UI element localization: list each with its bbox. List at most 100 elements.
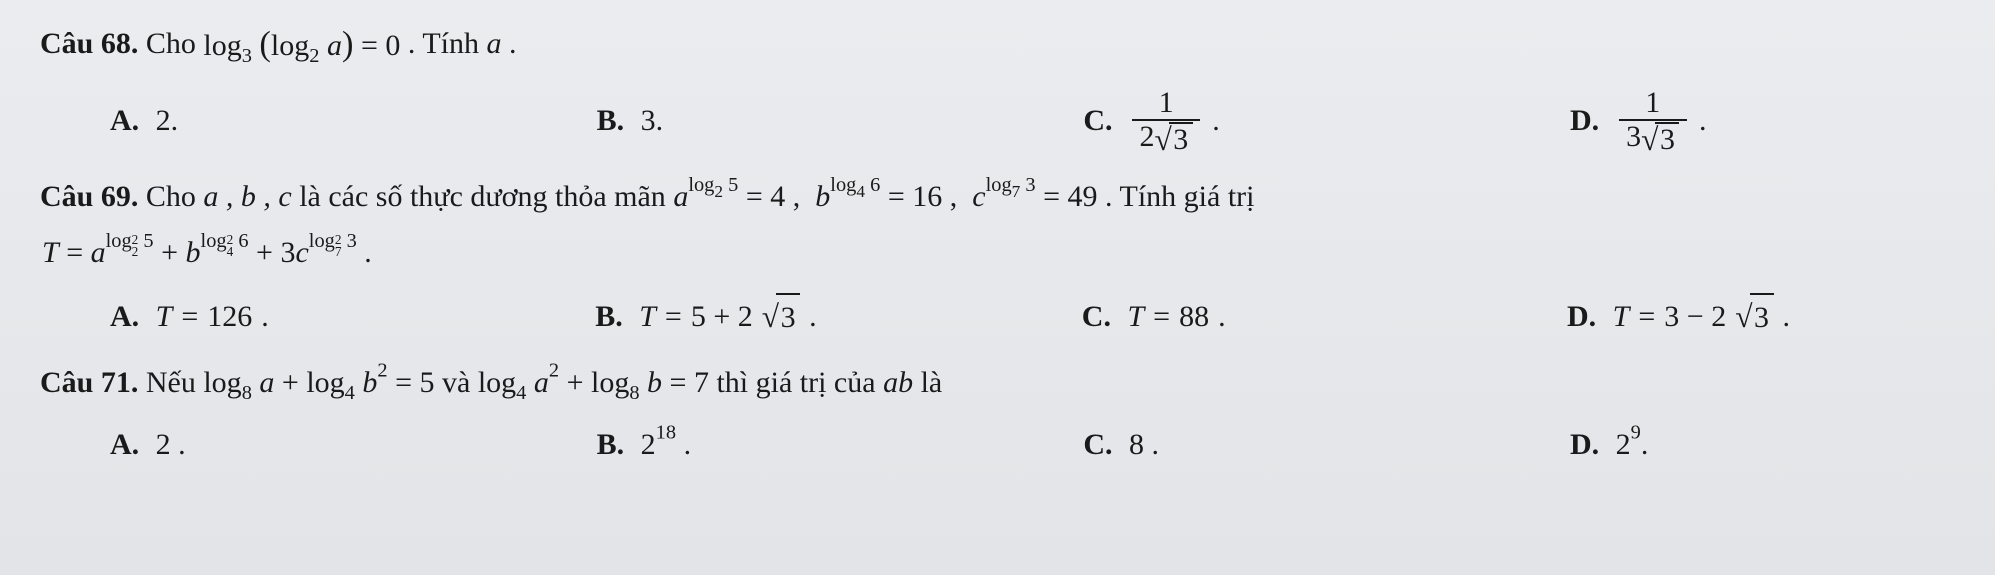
qa-lab: A. xyxy=(110,422,139,469)
plus1: + xyxy=(282,360,299,407)
t2-arg: 6 xyxy=(238,230,248,252)
qb-base: 2 xyxy=(641,428,656,461)
od-lhs: T xyxy=(1613,294,1630,341)
opt-d-tail: . xyxy=(1699,98,1707,145)
opt-c-rad: 3 xyxy=(1169,122,1193,156)
q69-opt-b: B. T = 5 + 2√3 . xyxy=(595,293,816,342)
e2-arg: b xyxy=(362,366,377,399)
log3-base: 3 xyxy=(242,45,252,67)
ob-lab: B. xyxy=(595,294,623,341)
T-end: . xyxy=(364,230,372,277)
c1-arg: 5 xyxy=(728,174,738,196)
q68-opt-a: A. 2. xyxy=(110,87,330,155)
c2-base: b xyxy=(815,180,830,213)
oa-tail: . xyxy=(261,294,269,341)
oc-eq: = xyxy=(1153,294,1170,341)
rparen: ) xyxy=(342,25,354,63)
q69-vars: a , b , c xyxy=(203,174,291,221)
ob-lhs: T xyxy=(639,294,656,341)
c3-arg: 3 xyxy=(1025,174,1035,196)
q69-stem2: là các số thực dương thỏa mãn xyxy=(299,174,666,221)
oa-rhs: 126 xyxy=(207,294,252,341)
od-lab: D. xyxy=(1567,294,1596,341)
e4-base: 8 xyxy=(629,382,639,404)
q71-neu: Nếu xyxy=(146,360,196,407)
q69-cho: Cho xyxy=(146,174,196,221)
qb-exp: 18 xyxy=(656,422,676,444)
c3-base: c xyxy=(972,180,985,213)
t1-sb: 2 xyxy=(132,246,139,258)
q69-t2: blog24 6 xyxy=(186,230,249,277)
ob-rad: 3 xyxy=(776,293,800,342)
c2-arg: 6 xyxy=(870,174,880,196)
q71-stem: Câu 71. Nếu log8 a + log4 b2 = 5 và log4… xyxy=(40,360,1955,407)
c1-sb: 2 xyxy=(714,182,723,201)
e3-log: log xyxy=(478,366,516,399)
e4-log: log xyxy=(591,366,629,399)
opt-c-den: 2√3 xyxy=(1132,119,1200,156)
opt-a-value: 2. xyxy=(156,98,179,145)
q69-opt-a: A. T = 126. xyxy=(110,293,330,342)
e2-pow: 2 xyxy=(377,359,387,381)
c1-rhs: 4 xyxy=(770,180,785,213)
ob-tail: . xyxy=(809,294,817,341)
q71-and: và xyxy=(442,360,470,407)
oc-lhs: T xyxy=(1127,294,1144,341)
e2-log: log xyxy=(306,366,344,399)
opt-d-frac: 1 3√3 xyxy=(1619,87,1687,155)
q71-opt-d: D. 29. xyxy=(1570,422,1790,469)
q69-cond2: blog4 6 = 16 xyxy=(815,174,942,221)
c3-log: log xyxy=(986,174,1012,196)
opt-b-label: B. xyxy=(597,98,625,145)
sqrt-icon: √3 xyxy=(762,293,800,342)
q69-cond1: alog2 5 = 4 xyxy=(673,174,785,221)
opt-b-value: 3. xyxy=(641,98,664,145)
q68-stem: Câu 68. Cho log3 (log2 a) = 0 . Tính a . xyxy=(40,18,1955,71)
qb-val: 218 . xyxy=(641,422,691,469)
q71-label: Câu 71. xyxy=(40,360,138,407)
T-lhs: T xyxy=(42,230,59,277)
q71-e1: log8 a xyxy=(203,360,274,407)
od-rb: 3 − 2 xyxy=(1664,294,1726,341)
t3-base: c xyxy=(295,236,308,269)
q69-stem-line1: Câu 69. Cho a , b , c là các số thực dươ… xyxy=(40,174,1955,221)
opt-d-den: 3√3 xyxy=(1619,119,1687,156)
q68-opt-b: B. 3. xyxy=(597,87,817,155)
od-tail: . xyxy=(1783,294,1791,341)
qa-val: 2 . xyxy=(156,422,186,469)
lparen: ( xyxy=(259,25,271,63)
q71-options: A. 2 . B. 218 . C. 8 . D. 29. xyxy=(40,416,1840,487)
q69-opt-d: D. T = 3 − 2√3 . xyxy=(1567,293,1790,342)
e3-pow: 2 xyxy=(549,359,559,381)
q69-t3: 3clog27 3 xyxy=(280,230,356,277)
oa-lab: A. xyxy=(110,294,139,341)
q71-opt-b: B. 218 . xyxy=(597,422,817,469)
q68-label: Câu 68. xyxy=(40,21,138,68)
t2-sb: 4 xyxy=(227,246,234,258)
qd-exp: 9 xyxy=(1631,422,1641,444)
q71-e3: log4 a2 xyxy=(478,360,559,407)
opt-d-den-coef: 3 xyxy=(1626,120,1641,153)
t3-log: log xyxy=(309,230,335,252)
oa-eq: = xyxy=(181,294,198,341)
c2-log: log xyxy=(830,174,856,196)
c1-log: log xyxy=(688,174,714,196)
opt-d-label: D. xyxy=(1570,98,1599,145)
t1-log: log xyxy=(106,230,132,252)
var-a: a xyxy=(327,29,342,62)
opt-a-label: A. xyxy=(110,98,139,145)
T-eq: = xyxy=(66,230,83,277)
q71-e2: log4 b2 xyxy=(306,360,387,407)
od-rad: 3 xyxy=(1750,293,1774,342)
qc-val: 8 . xyxy=(1129,422,1159,469)
qd-lab: D. xyxy=(1570,422,1599,469)
q71-opt-c: C. 8 . xyxy=(1083,422,1303,469)
opt-c-tail: . xyxy=(1212,98,1220,145)
c3-sb: 7 xyxy=(1012,182,1021,201)
opt-d-num: 1 xyxy=(1638,87,1668,119)
q69-cond3: clog7 3 = 49 xyxy=(972,174,1097,221)
q68-expr: log3 (log2 a) = 0 xyxy=(203,18,400,71)
qd-base: 2 xyxy=(1616,428,1631,461)
t2-base: b xyxy=(186,236,201,269)
c2-rhs: 16 xyxy=(912,180,942,213)
